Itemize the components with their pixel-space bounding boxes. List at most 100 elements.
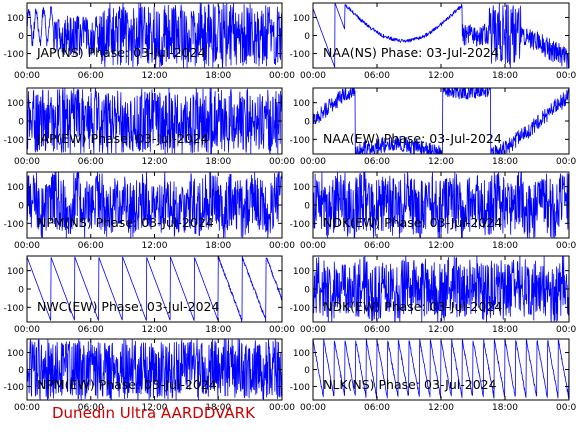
panel-label: NDK(EW) Phase: 03-Jul-2024 [323, 215, 502, 230]
y-tick-label: -100 [4, 136, 25, 146]
x-tick-label: 18:00 [492, 403, 518, 413]
x-tick-label: 00:00 [300, 71, 326, 81]
x-tick-label: 12:00 [142, 241, 168, 251]
x-tick-label: 00:00 [300, 241, 326, 251]
x-tick-label: 12:00 [142, 325, 168, 335]
x-tick-label: 18:00 [205, 71, 231, 81]
footer-caption: Dunedin Ultra AARDDVARK [52, 404, 255, 422]
y-tick-label: -100 [4, 383, 25, 393]
x-tick-label: 06:00 [364, 71, 390, 81]
phase-panel: 100 0 -100 00:00 06:00 12:00 18:00 00:00 NDK(EW)… [290, 171, 576, 251]
x-tick-label: 18:00 [205, 403, 231, 413]
phase-trace [313, 256, 569, 322]
x-tick-label: 06:00 [78, 403, 104, 413]
y-tick-label: 0 [304, 202, 310, 212]
x-tick-label: 00:00 [300, 403, 326, 413]
x-tick-label: 06:00 [364, 241, 390, 251]
y-tick-label: 0 [304, 366, 310, 376]
y-tick-label: -100 [290, 220, 311, 230]
phase-trace [27, 256, 282, 322]
plot-area [27, 256, 282, 322]
phase-panel: 100 0 -100 00:00 06:00 12:00 18:00 00:00 JAP(EW)… [4, 87, 295, 167]
y-tick-label: 100 [293, 183, 310, 193]
x-tick-label: 00:00 [556, 403, 576, 413]
y-tick-label: 0 [18, 118, 24, 128]
y-tick-label: 100 [7, 267, 24, 277]
x-tick-label: 12:00 [428, 71, 454, 81]
phase-panel: 100 0 -100 00:00 06:00 12:00 18:00 00:00 NWC(EW)… [4, 255, 295, 335]
phase-panel: 100 0 -100 00:00 06:00 12:00 18:00 00:00 NLK(NS)… [290, 338, 576, 413]
y-tick-label: -100 [290, 50, 311, 60]
x-tick-label: 00:00 [269, 325, 295, 335]
x-tick-label: 12:00 [428, 157, 454, 167]
x-tick-label: 06:00 [364, 403, 390, 413]
y-tick-label: 100 [293, 267, 310, 277]
phase-panel: 100 0 -100 00:00 06:00 12:00 18:00 00:00 NDK(EW)… [290, 255, 576, 335]
plot-area [313, 88, 569, 154]
y-tick-label: -100 [4, 304, 25, 314]
y-tick-label: 100 [7, 99, 24, 109]
x-tick-label: 00:00 [556, 157, 576, 167]
x-tick-label: 00:00 [14, 325, 40, 335]
x-tick-label: 12:00 [428, 403, 454, 413]
y-tick-label: 100 [293, 349, 310, 359]
y-tick-label: 100 [293, 14, 310, 24]
y-tick-label: 0 [18, 32, 24, 42]
panel-label: NLK(NS) Phase: 03-Jul-2024 [323, 377, 497, 392]
x-tick-label: 18:00 [492, 241, 518, 251]
x-tick-label: 00:00 [14, 403, 40, 413]
x-tick-label: 00:00 [300, 157, 326, 167]
x-tick-label: 18:00 [492, 325, 518, 335]
y-tick-label: 100 [7, 349, 24, 359]
x-tick-label: 18:00 [205, 241, 231, 251]
x-tick-label: 00:00 [556, 241, 576, 251]
phase-panel: 100 0 -100 00:00 06:00 12:00 18:00 00:00 NPM(NS)… [4, 171, 295, 251]
x-tick-label: 06:00 [78, 325, 104, 335]
panel-label: JAP(EW) Phase: 03-Jul-2024 [36, 131, 209, 146]
x-tick-label: 00:00 [556, 71, 576, 81]
x-tick-label: 00:00 [556, 325, 576, 335]
x-tick-label: 00:00 [269, 71, 295, 81]
phase-trace [27, 339, 282, 400]
y-tick-label: 0 [18, 366, 24, 376]
y-tick-label: -100 [290, 304, 311, 314]
panel-label: NWC(EW) Phase: 03-Jul-2024 [37, 299, 219, 314]
y-tick-label: 0 [304, 32, 310, 42]
x-tick-label: 06:00 [78, 241, 104, 251]
x-tick-label: 00:00 [14, 241, 40, 251]
phase-trace [27, 172, 282, 238]
y-tick-label: 0 [304, 118, 310, 128]
y-tick-label: -100 [290, 136, 311, 146]
y-tick-label: 0 [304, 286, 310, 296]
x-tick-label: 00:00 [14, 71, 40, 81]
x-tick-label: 12:00 [428, 241, 454, 251]
x-tick-label: 18:00 [492, 71, 518, 81]
x-tick-label: 12:00 [142, 403, 168, 413]
x-tick-label: 18:00 [492, 157, 518, 167]
y-tick-label: 0 [18, 286, 24, 296]
x-tick-label: 00:00 [269, 157, 295, 167]
x-tick-label: 06:00 [78, 71, 104, 81]
x-tick-label: 00:00 [269, 241, 295, 251]
phase-trace [27, 88, 282, 154]
panel-label: NPM(NS) Phase: 03-Jul-2024 [37, 215, 214, 230]
x-tick-label: 00:00 [300, 325, 326, 335]
y-tick-label: -100 [290, 383, 311, 393]
phase-panel: 100 0 -100 00:00 06:00 12:00 18:00 00:00 NAA(EW)… [290, 87, 576, 167]
y-tick-label: -100 [4, 220, 25, 230]
x-tick-label: 12:00 [142, 71, 168, 81]
x-tick-label: 00:00 [14, 157, 40, 167]
x-tick-label: 06:00 [78, 157, 104, 167]
panel-label: NAA(EW) Phase: 03-Jul-2024 [323, 131, 502, 146]
y-tick-label: 100 [7, 183, 24, 193]
x-tick-label: 06:00 [364, 157, 390, 167]
y-tick-label: 0 [18, 202, 24, 212]
y-tick-label: -100 [4, 50, 25, 60]
y-tick-label: 100 [7, 14, 24, 24]
x-tick-label: 12:00 [428, 325, 454, 335]
y-tick-label: 100 [293, 99, 310, 109]
x-tick-label: 18:00 [205, 157, 231, 167]
phase-trace [27, 3, 282, 68]
phase-panel: 100 0 -100 00:00 06:00 12:00 18:00 00:00 JAP(NS)… [4, 2, 295, 81]
